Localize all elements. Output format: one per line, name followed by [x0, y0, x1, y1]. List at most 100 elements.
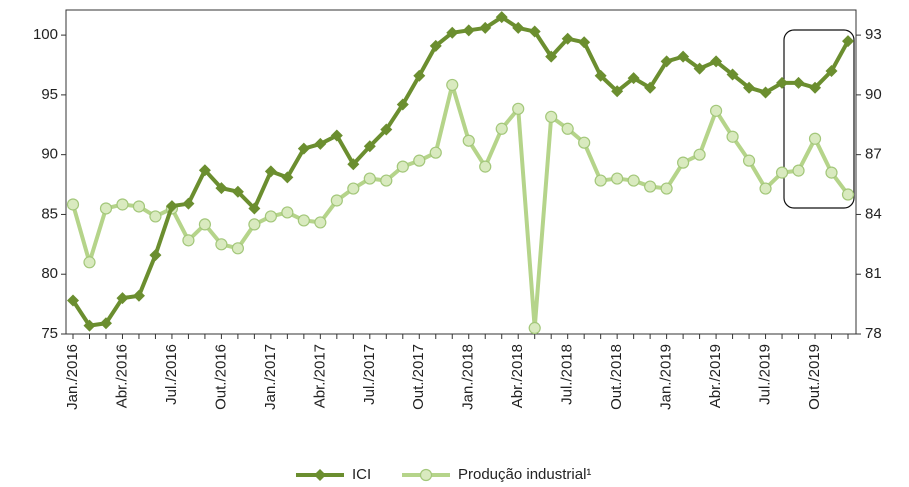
marker	[841, 188, 855, 201]
marker	[479, 160, 492, 173]
marker	[479, 21, 492, 34]
marker	[545, 50, 558, 63]
marker	[660, 55, 673, 68]
x-tick-label: Out./2018	[608, 344, 625, 410]
marker	[281, 171, 294, 184]
marker	[83, 319, 96, 332]
marker	[215, 182, 228, 195]
marker	[396, 160, 409, 173]
x-tick-label: Abr./2019	[707, 344, 724, 408]
marker	[380, 174, 393, 187]
x-tick-label: Jan./2018	[460, 344, 477, 410]
y2-tick-label: 81	[865, 265, 882, 282]
x-tick-label: Jul./2019	[757, 344, 774, 405]
marker	[495, 122, 508, 135]
x-tick-label: Jul./2016	[163, 344, 180, 405]
x-tick-label: Abr./2016	[113, 344, 130, 408]
marker	[528, 25, 541, 38]
x-tick-label: Jan./2017	[262, 344, 279, 410]
marker	[742, 154, 756, 167]
marker	[594, 69, 607, 82]
marker	[149, 249, 162, 262]
x-tick-label: Jul./2018	[559, 344, 576, 405]
marker	[116, 198, 129, 211]
marker	[743, 81, 756, 94]
marker	[429, 39, 442, 52]
marker	[660, 182, 673, 195]
marker	[149, 210, 162, 223]
marker	[182, 234, 195, 247]
legend-label: ICI	[352, 466, 371, 483]
marker	[215, 238, 228, 251]
x-tick-label: Abr./2017	[311, 344, 328, 408]
marker	[808, 132, 822, 145]
marker	[413, 69, 426, 82]
y-tick-label: 75	[41, 325, 58, 342]
legend-label: Produção industrial¹	[458, 466, 591, 483]
marker	[347, 158, 360, 171]
y-tick-label: 85	[41, 205, 58, 222]
x-tick-label: Jul./2017	[361, 344, 378, 405]
x-tick-label: Jan./2019	[658, 344, 675, 410]
marker	[165, 200, 178, 213]
y2-tick-label: 78	[865, 325, 882, 342]
marker	[264, 165, 277, 178]
y2-tick-label: 93	[865, 26, 882, 43]
marker	[330, 129, 343, 142]
y-tick-label: 80	[41, 265, 58, 282]
marker	[380, 123, 393, 136]
marker	[792, 164, 805, 177]
marker	[297, 142, 310, 155]
x-tick-label: Out./2017	[410, 344, 427, 410]
marker	[677, 50, 690, 63]
marker	[809, 81, 822, 94]
marker	[561, 122, 574, 135]
y2-tick-label: 84	[865, 205, 882, 222]
marker	[83, 256, 96, 269]
marker	[182, 197, 195, 210]
marker	[132, 289, 145, 302]
marker	[710, 55, 723, 68]
marker	[116, 292, 129, 305]
marker	[446, 78, 459, 92]
marker	[578, 36, 591, 49]
x-tick-label: Out./2016	[212, 344, 229, 410]
marker	[198, 164, 211, 177]
y2-tick-label: 87	[865, 146, 882, 163]
marker	[792, 76, 805, 89]
y2-tick-label: 90	[865, 86, 882, 103]
marker	[644, 180, 657, 193]
marker	[693, 148, 706, 161]
marker	[462, 134, 475, 147]
marker	[627, 174, 640, 187]
marker	[248, 218, 261, 231]
marker	[330, 194, 343, 207]
marker	[627, 72, 640, 85]
marker	[396, 98, 409, 111]
marker	[66, 198, 80, 211]
marker	[759, 86, 772, 99]
marker	[264, 210, 277, 223]
marker	[594, 174, 607, 187]
marker	[248, 202, 261, 215]
marker	[413, 154, 426, 167]
marker	[314, 137, 327, 150]
marker	[363, 172, 376, 185]
plot-frame	[65, 9, 857, 335]
y-tick-label: 100	[33, 26, 58, 43]
marker	[281, 206, 294, 219]
marker	[99, 317, 112, 330]
marker	[545, 110, 558, 123]
marker	[198, 218, 212, 231]
marker	[825, 64, 838, 77]
marker	[231, 242, 244, 255]
marker	[825, 166, 838, 179]
marker	[429, 146, 442, 159]
marker	[99, 202, 113, 215]
marker	[446, 26, 459, 39]
marker	[644, 81, 657, 94]
marker	[347, 182, 360, 195]
marker	[512, 102, 525, 115]
marker	[726, 68, 739, 81]
